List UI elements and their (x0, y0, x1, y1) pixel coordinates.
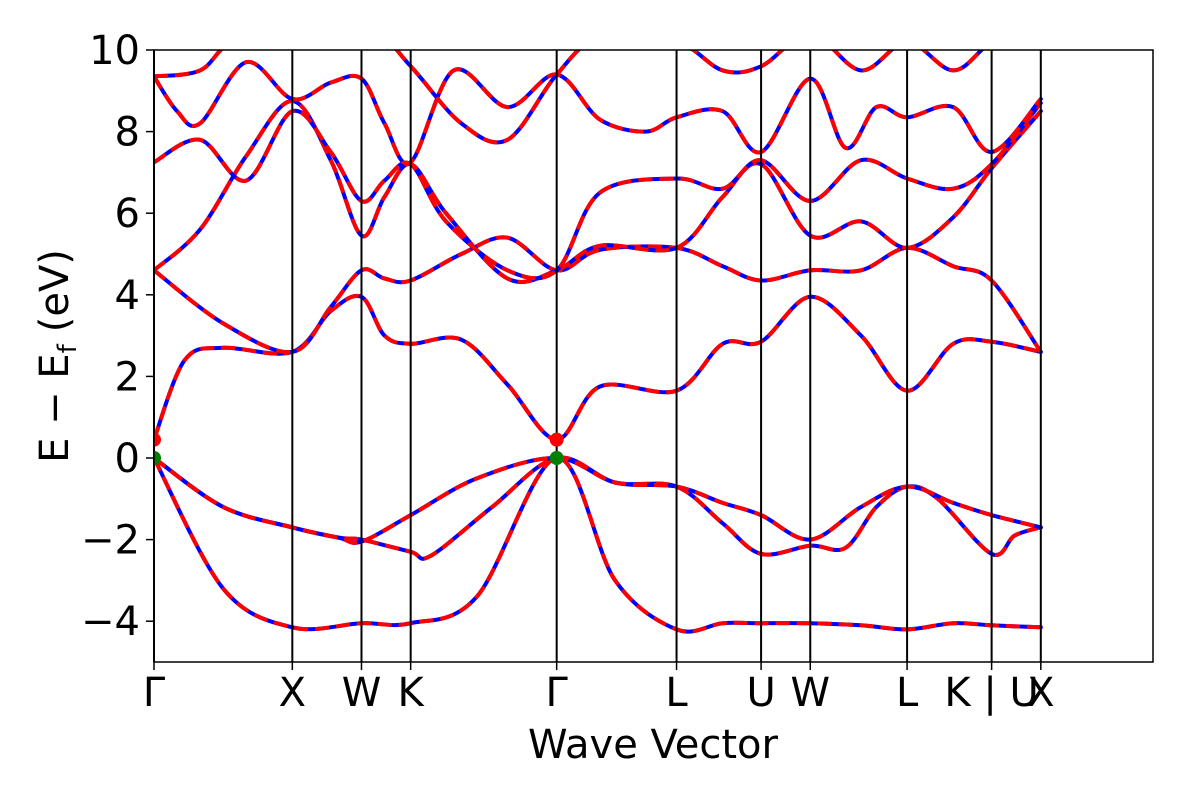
x-tick-label: K (398, 670, 426, 716)
y-axis-title-main: E − E (32, 353, 78, 463)
y-tick-label: 4 (115, 273, 140, 319)
x-tick-label: X (1027, 670, 1054, 716)
y-tick-label: −2 (81, 518, 140, 564)
y-axis-title-sub: f (53, 343, 83, 353)
x-tick-label: X (279, 670, 306, 716)
band-edge-marker-2 (154, 451, 161, 465)
x-tick-label: U (746, 670, 775, 716)
band-edge-marker-1 (154, 432, 161, 447)
y-tick-label: 2 (115, 354, 140, 400)
x-tick-label: W (342, 670, 382, 716)
x-tick-label: L (665, 670, 688, 716)
high-symmetry-lines (153, 50, 1042, 662)
band-7-overlay (154, 101, 1043, 281)
y-axis-title-unit: (eV) (32, 249, 78, 332)
y-axis-title: E − Ef (eV) (32, 249, 83, 463)
x-tick-label: L (896, 670, 919, 716)
y-axis-ticks: −4 −2 0 2 4 6 8 10 (81, 28, 154, 645)
y-tick-label: 10 (89, 28, 140, 74)
band-edge-marker-3 (549, 432, 564, 447)
x-tick-label: K | U (944, 670, 1038, 716)
x-tick-label: Γ (546, 670, 569, 716)
band-6-overlay (154, 99, 1043, 284)
band-edge-markers (154, 432, 564, 465)
y-tick-label: 6 (115, 191, 140, 237)
y-tick-label: 0 (115, 436, 140, 482)
x-tick-label: Γ (143, 670, 166, 716)
x-axis-title: Wave Vector (528, 722, 779, 768)
y-tick-label: −4 (81, 599, 140, 645)
x-tick-label: W (790, 670, 830, 716)
plot-frame (153, 49, 1154, 663)
band-edge-marker-4 (549, 451, 564, 465)
band-8-overlay (154, 60, 1043, 166)
band-5-overlay (154, 235, 1043, 355)
y-tick-label: 8 (115, 110, 140, 156)
